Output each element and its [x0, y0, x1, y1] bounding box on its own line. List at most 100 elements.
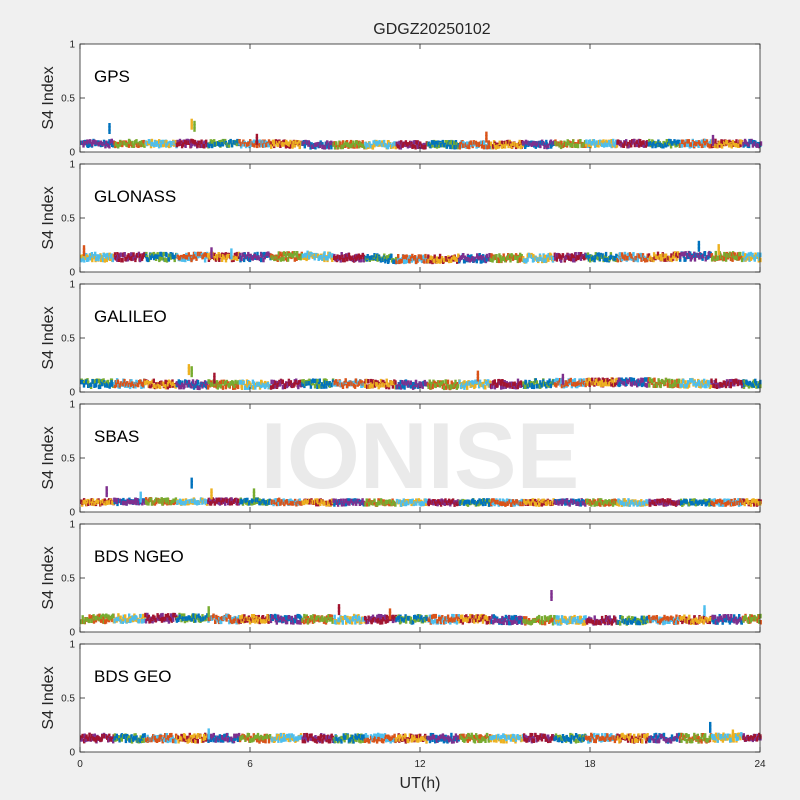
data-point: [87, 618, 91, 624]
data-point: [445, 144, 449, 149]
data-point: [453, 140, 456, 146]
data-point: [444, 619, 447, 624]
data-point: [258, 143, 262, 148]
data-point: [477, 615, 481, 621]
data-point: [433, 254, 436, 259]
data-point: [594, 143, 597, 148]
data-point: [373, 142, 376, 148]
data-point: [338, 380, 342, 385]
data-point-spike: [255, 137, 259, 142]
data-point: [513, 141, 516, 147]
data-point: [455, 144, 458, 150]
data-point: [173, 257, 176, 263]
data-point: [409, 616, 413, 622]
data-point: [349, 616, 352, 621]
data-point: [153, 501, 157, 506]
data-point: [393, 259, 396, 264]
data-point: [427, 501, 430, 507]
data-point: [122, 614, 125, 620]
data-point: [186, 616, 189, 621]
data-point: [212, 498, 215, 504]
data-point: [350, 620, 354, 625]
data-point: [595, 140, 598, 145]
data-point: [243, 614, 246, 619]
data-point: [142, 613, 145, 619]
data-point: [111, 613, 115, 619]
data-point: [373, 253, 376, 258]
data-point: [655, 254, 658, 260]
data-point: [658, 380, 661, 385]
data-point: [316, 384, 319, 389]
data-point: [367, 501, 371, 507]
data-point: [233, 383, 236, 389]
data-point: [628, 143, 631, 148]
data-point: [224, 257, 228, 263]
y-tick-label: 0.5: [61, 214, 75, 225]
data-point: [693, 257, 697, 262]
data-point: [427, 254, 430, 259]
data-point: [692, 500, 695, 506]
data-point: [292, 253, 295, 259]
data-point: [684, 141, 687, 147]
data-point: [231, 619, 234, 625]
data-point: [487, 257, 491, 262]
data-point-spike: [190, 484, 193, 489]
data-point: [174, 139, 177, 145]
data-point: [256, 382, 259, 387]
data-point: [335, 141, 338, 146]
data-point: [730, 378, 734, 384]
data-point-spike: [476, 377, 480, 382]
data-point: [451, 498, 455, 503]
data-point: [620, 500, 623, 506]
data-point: [726, 381, 730, 387]
data-point: [308, 254, 311, 260]
data-point: [570, 256, 573, 262]
data-point: [411, 253, 414, 259]
data-point: [221, 142, 225, 147]
data-point: [508, 620, 511, 626]
data-point: [433, 499, 437, 504]
data-point: [323, 257, 326, 263]
data-point: [449, 500, 452, 505]
data-point: [270, 141, 273, 147]
data-point: [582, 500, 585, 506]
data-point: [392, 500, 395, 506]
data-point: [228, 619, 231, 625]
data-point: [644, 382, 647, 388]
data-point: [434, 383, 437, 389]
data-point: [626, 379, 630, 385]
data-point: [703, 251, 707, 256]
data-point: [301, 253, 305, 259]
data-point: [330, 140, 333, 146]
data-point: [409, 384, 413, 389]
data-point: [688, 252, 691, 258]
data-point: [365, 384, 369, 389]
data-point: [439, 619, 443, 624]
data-point: [537, 257, 540, 262]
data-point: [236, 501, 239, 506]
data-point: [105, 140, 108, 145]
data-point: [593, 257, 596, 263]
data-point: [402, 498, 405, 503]
data-point: [85, 379, 88, 384]
data-point: [474, 383, 477, 388]
data-point: [273, 613, 277, 619]
data-point: [555, 257, 559, 262]
data-point: [292, 620, 295, 625]
data-point: [488, 144, 491, 149]
data-point: [234, 252, 237, 257]
data-point: [233, 615, 236, 621]
data-point: [369, 255, 372, 261]
data-point: [227, 383, 231, 388]
data-point: [444, 379, 447, 384]
data-point: [693, 141, 696, 146]
data-point: [585, 139, 588, 144]
data-point: [570, 498, 573, 503]
data-point: [652, 378, 655, 383]
data-point: [288, 142, 291, 147]
data-point: [331, 253, 334, 258]
data-point: [434, 501, 438, 506]
data-point: [648, 138, 651, 144]
data-point: [659, 254, 662, 259]
data-point: [451, 144, 455, 149]
